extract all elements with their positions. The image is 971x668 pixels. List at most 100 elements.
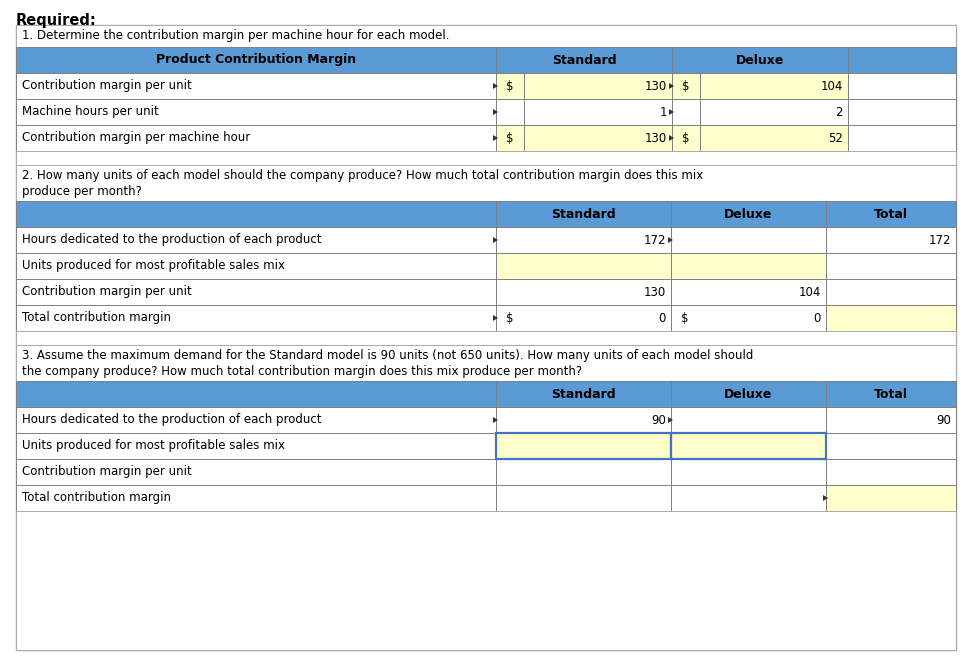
Text: Required:: Required:	[16, 13, 97, 28]
Bar	[826, 305, 956, 331]
Text: Deluxe: Deluxe	[736, 53, 785, 67]
Text: produce per month?: produce per month?	[22, 184, 142, 198]
Bar	[826, 433, 956, 459]
Text: $: $	[506, 132, 514, 144]
Text: $: $	[683, 132, 689, 144]
Text: Machine hours per unit: Machine hours per unit	[22, 106, 158, 118]
Text: $: $	[681, 311, 688, 325]
Bar	[524, 125, 672, 151]
Bar	[16, 407, 496, 433]
Polygon shape	[668, 417, 673, 423]
Text: Deluxe: Deluxe	[724, 387, 773, 401]
Text: Total contribution margin: Total contribution margin	[22, 311, 171, 325]
Bar	[16, 125, 496, 151]
Polygon shape	[493, 135, 498, 141]
Text: 1. Determine the contribution margin per machine hour for each model.: 1. Determine the contribution margin per…	[22, 29, 450, 43]
Bar	[672, 73, 700, 99]
Bar	[496, 279, 671, 305]
Text: Hours dedicated to the production of each product: Hours dedicated to the production of eac…	[22, 234, 321, 246]
Text: $: $	[506, 311, 514, 325]
Bar	[848, 73, 956, 99]
Bar	[496, 99, 524, 125]
Bar	[496, 73, 524, 99]
Text: 172: 172	[928, 234, 951, 246]
Text: Total: Total	[874, 387, 908, 401]
Bar	[700, 125, 848, 151]
Text: Contribution margin per unit: Contribution margin per unit	[22, 79, 191, 92]
Bar	[16, 73, 496, 99]
Bar	[16, 227, 496, 253]
Bar	[496, 305, 671, 331]
Text: Hours dedicated to the production of each product: Hours dedicated to the production of eac…	[22, 413, 321, 426]
Bar	[496, 47, 672, 73]
Bar	[496, 407, 671, 433]
Text: Product Contribution Margin: Product Contribution Margin	[156, 53, 356, 67]
Bar	[671, 227, 826, 253]
Text: Total contribution margin: Total contribution margin	[22, 492, 171, 504]
Text: 2. How many units of each model should the company produce? How much total contr: 2. How many units of each model should t…	[22, 170, 703, 182]
Text: Units produced for most profitable sales mix: Units produced for most profitable sales…	[22, 259, 285, 273]
Bar	[496, 227, 671, 253]
Text: the company produce? How much total contribution margin does this mix produce pe: the company produce? How much total cont…	[22, 365, 583, 377]
Bar	[700, 99, 848, 125]
Bar	[826, 459, 956, 485]
Text: 130: 130	[645, 79, 667, 92]
Text: Standard: Standard	[552, 53, 617, 67]
Polygon shape	[669, 135, 674, 141]
Bar	[848, 125, 956, 151]
Bar	[672, 99, 700, 125]
Bar	[16, 305, 496, 331]
Bar	[496, 459, 671, 485]
Bar	[16, 201, 496, 227]
Text: 3. Assume the maximum demand for the Standard model is 90 units (not 650 units).: 3. Assume the maximum demand for the Sta…	[22, 349, 753, 363]
Bar	[700, 73, 848, 99]
Bar	[826, 227, 956, 253]
Bar	[671, 201, 826, 227]
Text: 130: 130	[644, 285, 666, 299]
Bar	[826, 253, 956, 279]
Polygon shape	[668, 237, 673, 243]
Bar	[16, 165, 956, 201]
Bar	[671, 253, 826, 279]
Bar	[672, 125, 700, 151]
Text: 1: 1	[659, 106, 667, 118]
Text: 90: 90	[936, 413, 951, 426]
Bar	[496, 201, 671, 227]
Bar	[826, 407, 956, 433]
Bar	[16, 511, 956, 650]
Bar	[16, 47, 496, 73]
Bar	[16, 485, 496, 511]
Text: 172: 172	[644, 234, 666, 246]
Bar	[671, 381, 826, 407]
Bar	[672, 47, 848, 73]
Bar	[16, 99, 496, 125]
Text: 52: 52	[828, 132, 843, 144]
Bar	[16, 279, 496, 305]
Bar	[16, 433, 496, 459]
Bar	[524, 99, 672, 125]
Text: Standard: Standard	[552, 387, 616, 401]
Polygon shape	[669, 83, 674, 89]
Text: Contribution margin per unit: Contribution margin per unit	[22, 285, 191, 299]
Bar	[496, 381, 671, 407]
Text: 104: 104	[798, 285, 821, 299]
Bar	[16, 459, 496, 485]
Bar	[16, 381, 496, 407]
Polygon shape	[493, 417, 498, 423]
Text: 0: 0	[658, 311, 666, 325]
Polygon shape	[493, 237, 498, 243]
Polygon shape	[493, 109, 498, 115]
Bar	[16, 253, 496, 279]
Bar	[496, 125, 524, 151]
Text: Contribution margin per machine hour: Contribution margin per machine hour	[22, 132, 251, 144]
Bar	[826, 201, 956, 227]
Polygon shape	[493, 83, 498, 89]
Text: Contribution margin per unit: Contribution margin per unit	[22, 466, 191, 478]
Bar	[848, 47, 956, 73]
Text: Total: Total	[874, 208, 908, 220]
Text: 104: 104	[820, 79, 843, 92]
Bar	[671, 305, 826, 331]
Polygon shape	[823, 495, 828, 501]
Bar	[826, 279, 956, 305]
Bar	[848, 99, 956, 125]
